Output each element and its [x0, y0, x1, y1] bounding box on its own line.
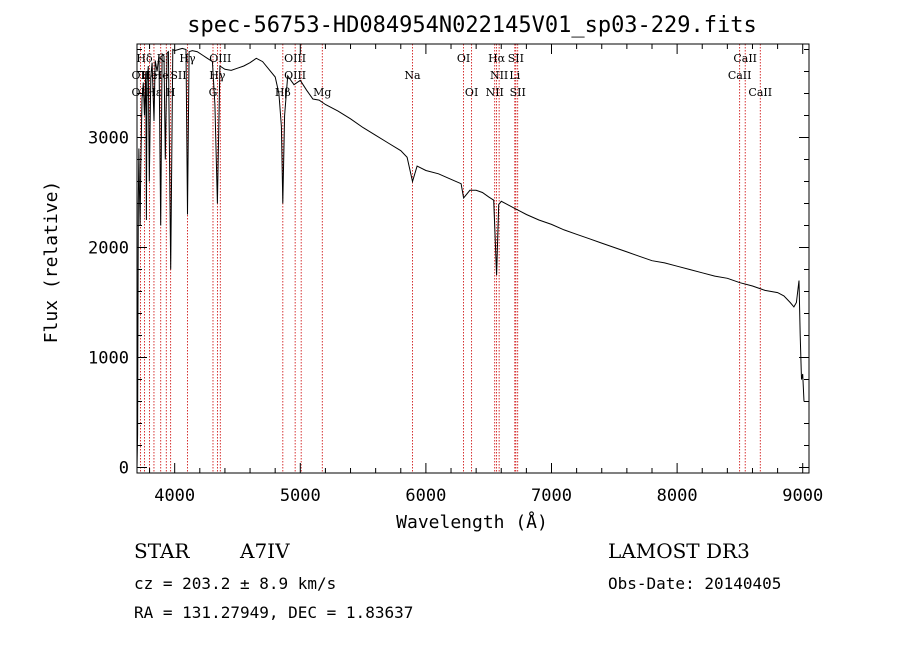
x-tick-label: 7000: [531, 486, 572, 506]
x-axis-label: Wavelength (Å): [396, 511, 548, 533]
plot-frame: [136, 43, 810, 474]
line-marker-label: Hγ: [179, 52, 196, 65]
x-tick-label: 9000: [782, 486, 823, 506]
y-tick-label: 0: [119, 459, 129, 479]
observation-date: Obs-Date: 20140405: [608, 574, 782, 593]
object-class: STAR: [134, 539, 190, 563]
y-tick-label: 3000: [88, 129, 129, 149]
line-marker-label: OII: [132, 69, 150, 82]
line-marker-label: OI: [465, 86, 478, 99]
x-tick-label: 5000: [280, 486, 321, 506]
line-marker-label: OIII: [209, 52, 231, 65]
line-marker-label: OIII: [284, 52, 306, 65]
line-marker-label: SII: [170, 69, 186, 82]
line-marker-label: OI: [457, 52, 470, 65]
line-marker-label: SII: [508, 52, 524, 65]
x-axis: 4000 5000 6000 7000 8000 9000: [149, 44, 823, 506]
line-marker-label: CaII: [748, 86, 772, 99]
x-tick-label: 4000: [154, 486, 195, 506]
emission-line-markers: [139, 44, 761, 473]
x-tick-label: 6000: [405, 486, 446, 506]
x-tick-label: 8000: [657, 486, 698, 506]
survey-name: LAMOST DR3: [608, 539, 750, 563]
redshift-info: cz = 203.2 ± 8.9 km/s: [134, 574, 337, 593]
line-marker-label: G: [209, 86, 218, 99]
line-marker-label: Na: [404, 69, 421, 82]
chart-title: spec-56753-HD084954N022145V01_sp03-229.f…: [187, 13, 757, 38]
y-tick-label: 2000: [88, 239, 129, 259]
y-axis-label: Flux (relative): [41, 181, 62, 344]
line-marker-label: Hα: [488, 52, 506, 65]
y-tick-label: 1000: [88, 349, 129, 369]
object-subclass: A7IV: [240, 539, 290, 563]
line-marker-label: CaII: [728, 69, 752, 82]
coordinates-info: RA = 131.27949, DEC = 1.83637: [134, 603, 414, 622]
y-axis: 0 1000 2000 3000: [88, 49, 809, 479]
line-marker-label: Mg: [313, 86, 331, 99]
line-marker-label: Hδ: [136, 52, 153, 65]
spectrum-line: [136, 47, 805, 468]
line-marker-label: CaII: [733, 52, 757, 65]
line-marker-label: NII: [486, 86, 504, 99]
line-marker-label: SII: [510, 86, 526, 99]
line-marker-label: Hγ: [209, 69, 226, 82]
line-marker-label: K: [157, 52, 166, 65]
line-marker-label: H: [166, 86, 176, 99]
line-marker-label: Li: [509, 69, 520, 82]
line-marker-label: NII: [490, 69, 508, 82]
